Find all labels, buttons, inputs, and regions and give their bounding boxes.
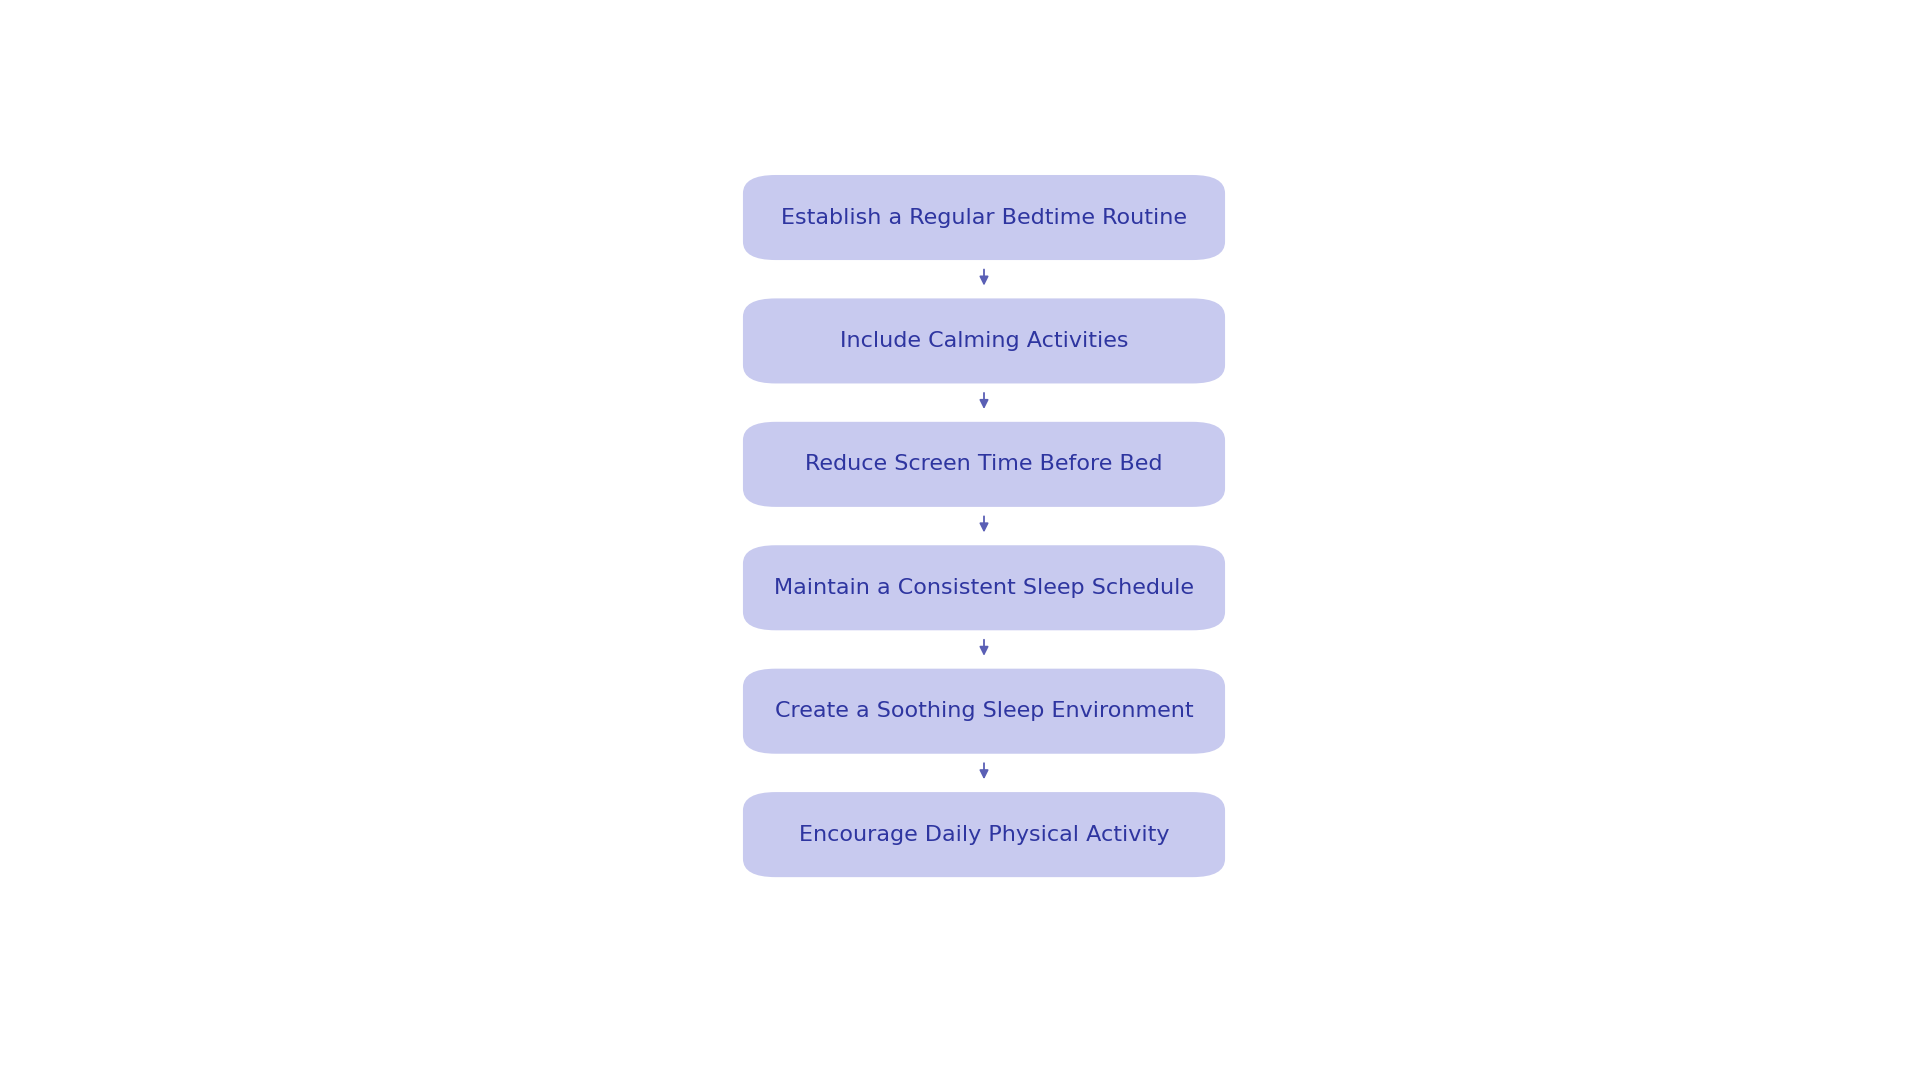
Text: Include Calming Activities: Include Calming Activities: [839, 331, 1129, 351]
FancyBboxPatch shape: [743, 175, 1225, 260]
Text: Establish a Regular Bedtime Routine: Establish a Regular Bedtime Routine: [781, 208, 1187, 227]
Text: Create a Soothing Sleep Environment: Create a Soothing Sleep Environment: [774, 701, 1194, 721]
Text: Reduce Screen Time Before Bed: Reduce Screen Time Before Bed: [804, 455, 1164, 474]
Text: Maintain a Consistent Sleep Schedule: Maintain a Consistent Sleep Schedule: [774, 577, 1194, 598]
FancyBboxPatch shape: [743, 792, 1225, 877]
FancyBboxPatch shape: [743, 545, 1225, 630]
FancyBboxPatch shape: [743, 422, 1225, 507]
FancyBboxPatch shape: [743, 668, 1225, 754]
Text: Encourage Daily Physical Activity: Encourage Daily Physical Activity: [799, 824, 1169, 845]
FancyBboxPatch shape: [743, 299, 1225, 383]
